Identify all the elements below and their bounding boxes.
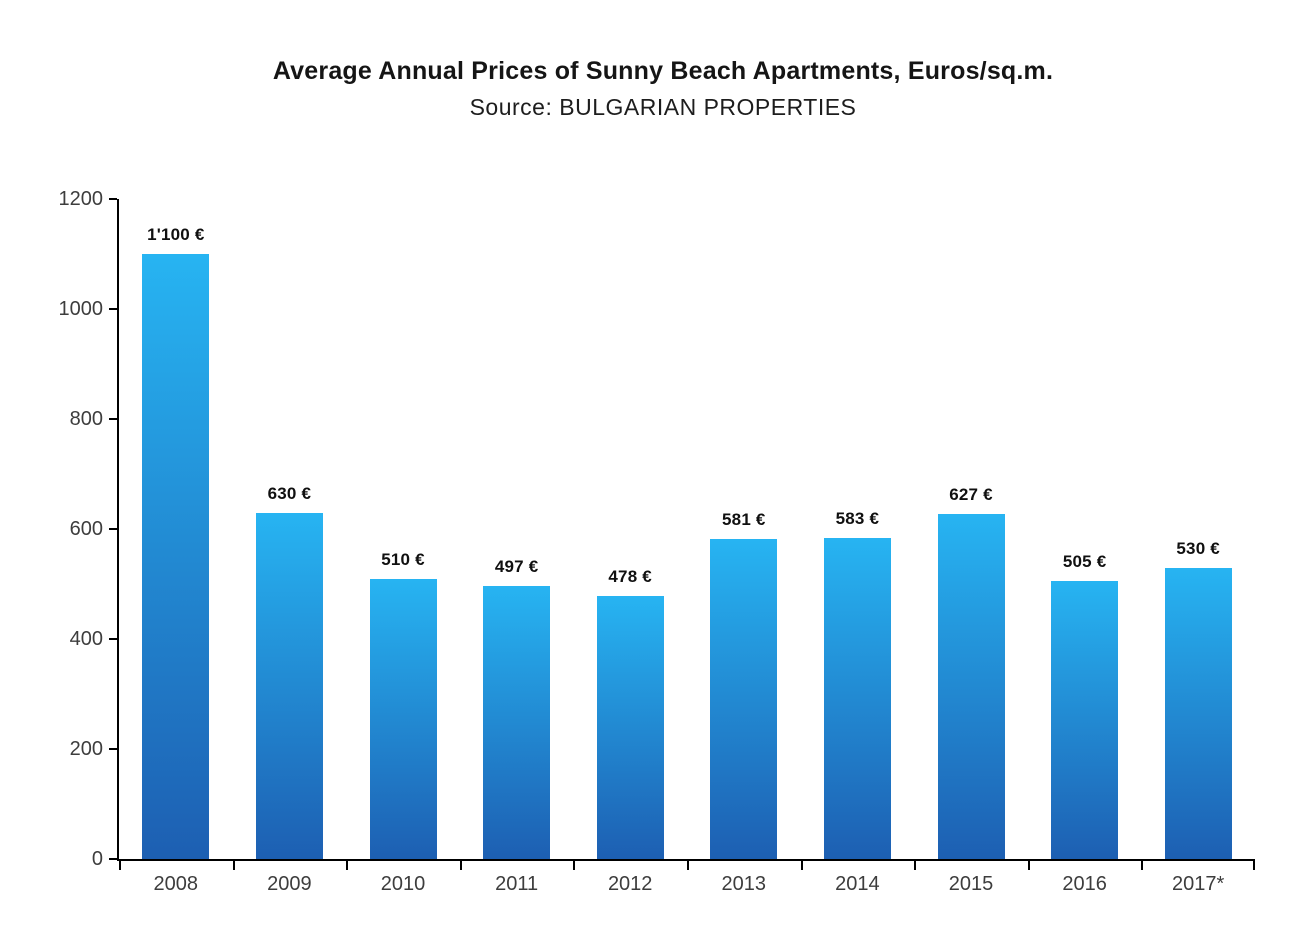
y-axis-tick <box>109 748 117 750</box>
x-axis-tick <box>800 861 803 870</box>
bar <box>483 585 551 859</box>
bar <box>823 538 891 859</box>
x-axis-tick <box>346 861 349 870</box>
y-axis-tick <box>109 638 117 640</box>
x-axis-category-label: 2012 <box>607 873 653 895</box>
bar-value-label: 510 € <box>381 549 425 569</box>
bar-value-label: 583 € <box>835 509 880 529</box>
bar-value-label: 478 € <box>608 567 652 587</box>
x-axis-category-label: 2015 <box>948 873 994 895</box>
bar <box>596 596 664 859</box>
bar-value-label: 1'100 € <box>147 225 205 244</box>
x-axis-category-label: 2010 <box>380 873 426 895</box>
x-axis-tick <box>1027 861 1030 870</box>
x-axis-tick <box>119 861 121 870</box>
bar <box>1051 581 1119 859</box>
bar-value-label: 505 € <box>1062 552 1107 572</box>
y-axis-tick-label: 200 <box>69 738 103 760</box>
x-axis-category-label: 2011 <box>495 873 539 895</box>
x-axis-category-label: 2008 <box>153 873 199 895</box>
bar-value-label: 497 € <box>494 556 539 576</box>
y-axis-tick-label: 1200 <box>58 188 104 210</box>
y-axis-tick-label: 600 <box>69 518 103 540</box>
x-axis-category-label: 2017* <box>1172 873 1225 895</box>
bar <box>1164 567 1232 859</box>
x-axis-tick <box>459 861 462 870</box>
y-axis-tick-label: 0 <box>91 848 103 870</box>
x-axis-tick <box>914 861 917 870</box>
bar <box>937 514 1005 859</box>
chart-subtitle: Source: BULGARIAN PROPERTIES <box>469 94 857 121</box>
y-axis-tick <box>109 528 117 530</box>
y-axis-tick-label: 800 <box>69 408 103 430</box>
bar-value-label: 627 € <box>949 485 993 505</box>
bar-value-label: 530 € <box>1176 538 1220 558</box>
bar <box>369 578 437 859</box>
x-axis-tick <box>687 861 689 870</box>
bar-value-label: 581 € <box>722 510 766 530</box>
x-axis-tick <box>573 861 576 870</box>
x-axis-category-label: 2016 <box>1062 873 1107 895</box>
chart-header: Average Annual Prices of Sunny Beach Apa… <box>0 56 1308 123</box>
y-axis-tick <box>109 308 117 310</box>
y-axis-tick <box>109 858 117 860</box>
x-axis-category-label: 2014 <box>835 873 880 895</box>
y-axis-tick-label: 1000 <box>58 298 104 320</box>
y-axis-tick <box>109 418 117 420</box>
bar <box>142 254 210 859</box>
x-axis-tick <box>1253 861 1255 870</box>
plot-area: 0 200 400 600 800 1000 1200 1'100 € 2008 630 € 200… <box>59 188 1255 895</box>
x-axis-category-label: 2013 <box>721 873 767 895</box>
x-axis-category-label: 2009 <box>267 873 312 895</box>
bar <box>255 512 323 859</box>
bar <box>710 539 778 859</box>
x-axis-tick <box>232 861 235 870</box>
bar-value-label: 630 € <box>267 483 312 503</box>
y-axis-tick <box>109 198 117 200</box>
chart-title: Average Annual Prices of Sunny Beach Apa… <box>272 57 1054 85</box>
y-axis-tick-label: 400 <box>69 628 103 650</box>
x-axis-tick <box>1141 861 1144 870</box>
